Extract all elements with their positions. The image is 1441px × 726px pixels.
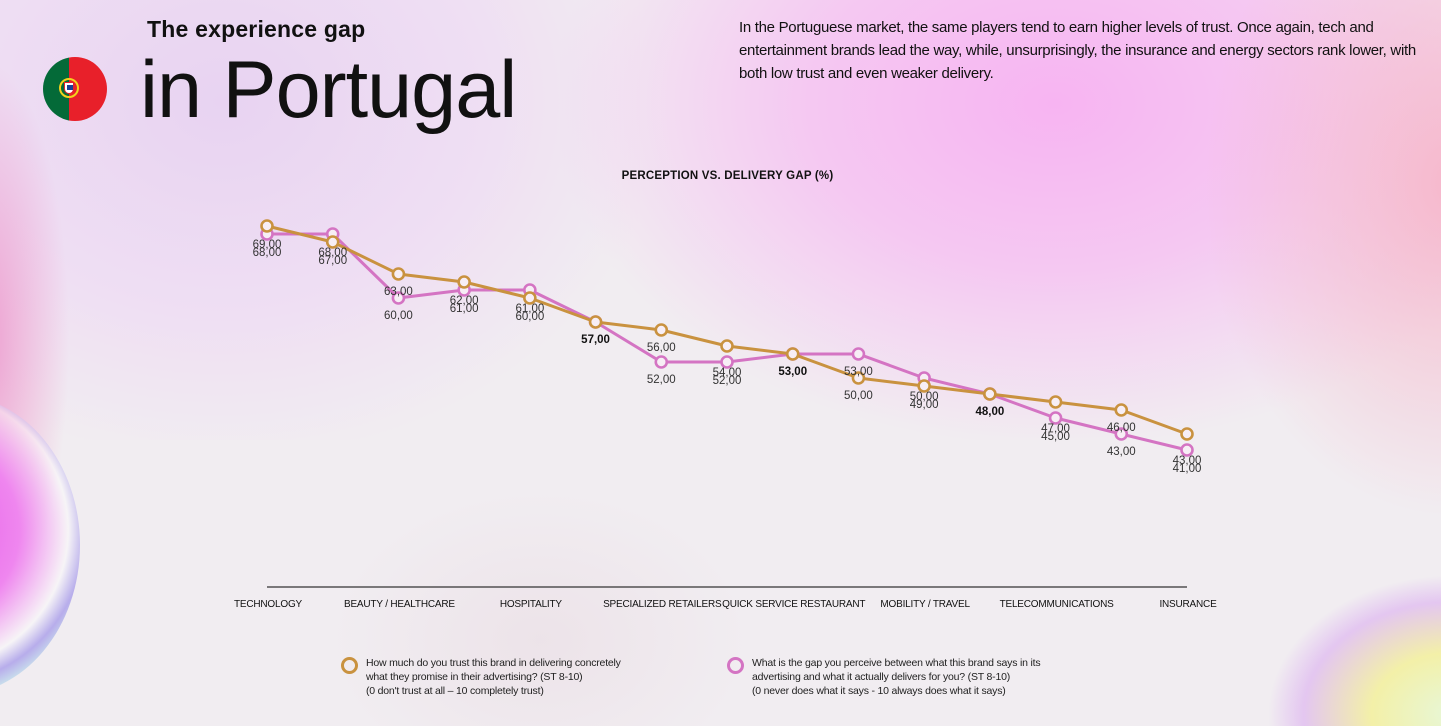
data-point-trust [457, 275, 471, 289]
legend-text-line: What is the gap you perceive between wha… [752, 657, 1041, 669]
legend-text-line: what they promise in their advertising? … [366, 671, 583, 683]
data-point-trust [523, 291, 537, 305]
data-point-trust [720, 339, 734, 353]
data-point-trust [785, 347, 800, 361]
data-label: 69,00 [253, 239, 282, 251]
data-point-trust [851, 371, 866, 385]
data-point-gap [851, 347, 866, 361]
data-label: 56,00 [647, 342, 676, 354]
legend-text-line: (0 don't trust at all – 10 completely tr… [366, 685, 544, 697]
data-point-trust [1048, 395, 1063, 409]
data-label: 46,00 [1107, 422, 1136, 434]
data-label: 50,00 [910, 391, 939, 403]
data-label: 60,00 [384, 310, 413, 322]
page-subtitle: The experience gap [147, 16, 366, 42]
data-label: 53,00 [844, 366, 873, 378]
data-label: 53,00 [778, 366, 807, 378]
x-tick-label: TECHNOLOGY [234, 599, 303, 610]
data-label: 68,00 [318, 247, 347, 259]
data-label: 50,00 [844, 390, 873, 402]
x-tick-label: QUICK SERVICE RESTAURANT [722, 599, 865, 610]
data-label: 67,00 [318, 255, 347, 267]
chart-title: PERCEPTION VS. DELIVERY GAP (%) [621, 170, 834, 182]
data-label: 45,00 [1041, 431, 1070, 443]
data-label: 43,00 [1107, 446, 1136, 458]
data-label: 43,00 [1173, 455, 1202, 467]
data-point-gap [391, 291, 406, 305]
legend-text-line: How much do you trust this brand in deli… [366, 657, 621, 669]
data-label: 62,00 [450, 295, 479, 307]
data-label: 63,00 [384, 286, 413, 298]
x-tick-label: HOSPITALITY [500, 599, 563, 610]
portugal-flag-icon [43, 57, 107, 121]
x-tick-label: SPECIALIZED RETAILERS [603, 599, 722, 610]
legend-item-gap: What is the gap you perceive between wha… [727, 656, 1041, 698]
page-title: in Portugal [140, 45, 517, 135]
data-point-trust [391, 267, 406, 281]
intro-paragraph: In the Portuguese market, the same playe… [739, 19, 1416, 82]
data-label: 52,00 [647, 374, 676, 386]
data-label: 47,00 [1041, 423, 1070, 435]
data-label: 61,00 [515, 303, 544, 315]
x-tick-label: TELECOMMUNICATIONS [1000, 599, 1115, 610]
data-point-trust [1180, 427, 1194, 441]
data-point-trust [917, 379, 931, 393]
data-point-trust [588, 315, 603, 329]
legend-item-trust: How much do you trust this brand in deli… [341, 656, 621, 698]
data-label: 52,00 [713, 375, 742, 387]
data-point-gap [1180, 443, 1194, 457]
data-point-trust [654, 323, 669, 337]
data-point-gap [654, 355, 669, 369]
data-point-trust [325, 235, 340, 249]
data-label: 49,00 [910, 399, 939, 411]
legend-text-line: advertising and what it actually deliver… [752, 671, 1011, 683]
legend-marker-gap-icon [727, 657, 744, 674]
data-label: 60,00 [515, 311, 544, 323]
data-point-trust [260, 219, 274, 233]
data-label: 61,00 [450, 303, 479, 315]
x-tick-label: BEAUTY / HEALTHCARE [344, 599, 455, 610]
x-tick-label: INSURANCE [1159, 599, 1217, 610]
data-label: 48,00 [975, 406, 1004, 418]
data-point-gap [1048, 411, 1063, 425]
data-label: 57,00 [581, 334, 610, 346]
x-tick-label: MOBILITY / TRAVEL [880, 599, 970, 610]
data-label: 41,00 [1173, 463, 1202, 475]
legend-text-line: (0 never does what it says - 10 always d… [752, 685, 1006, 697]
data-label: 54,00 [713, 367, 742, 379]
legend-marker-trust-icon [341, 657, 358, 674]
data-point-gap [720, 355, 734, 369]
data-label: 68,00 [253, 247, 282, 259]
data-point-trust [1114, 403, 1129, 417]
data-point-gap [1114, 427, 1129, 441]
data-point-trust [983, 387, 997, 401]
